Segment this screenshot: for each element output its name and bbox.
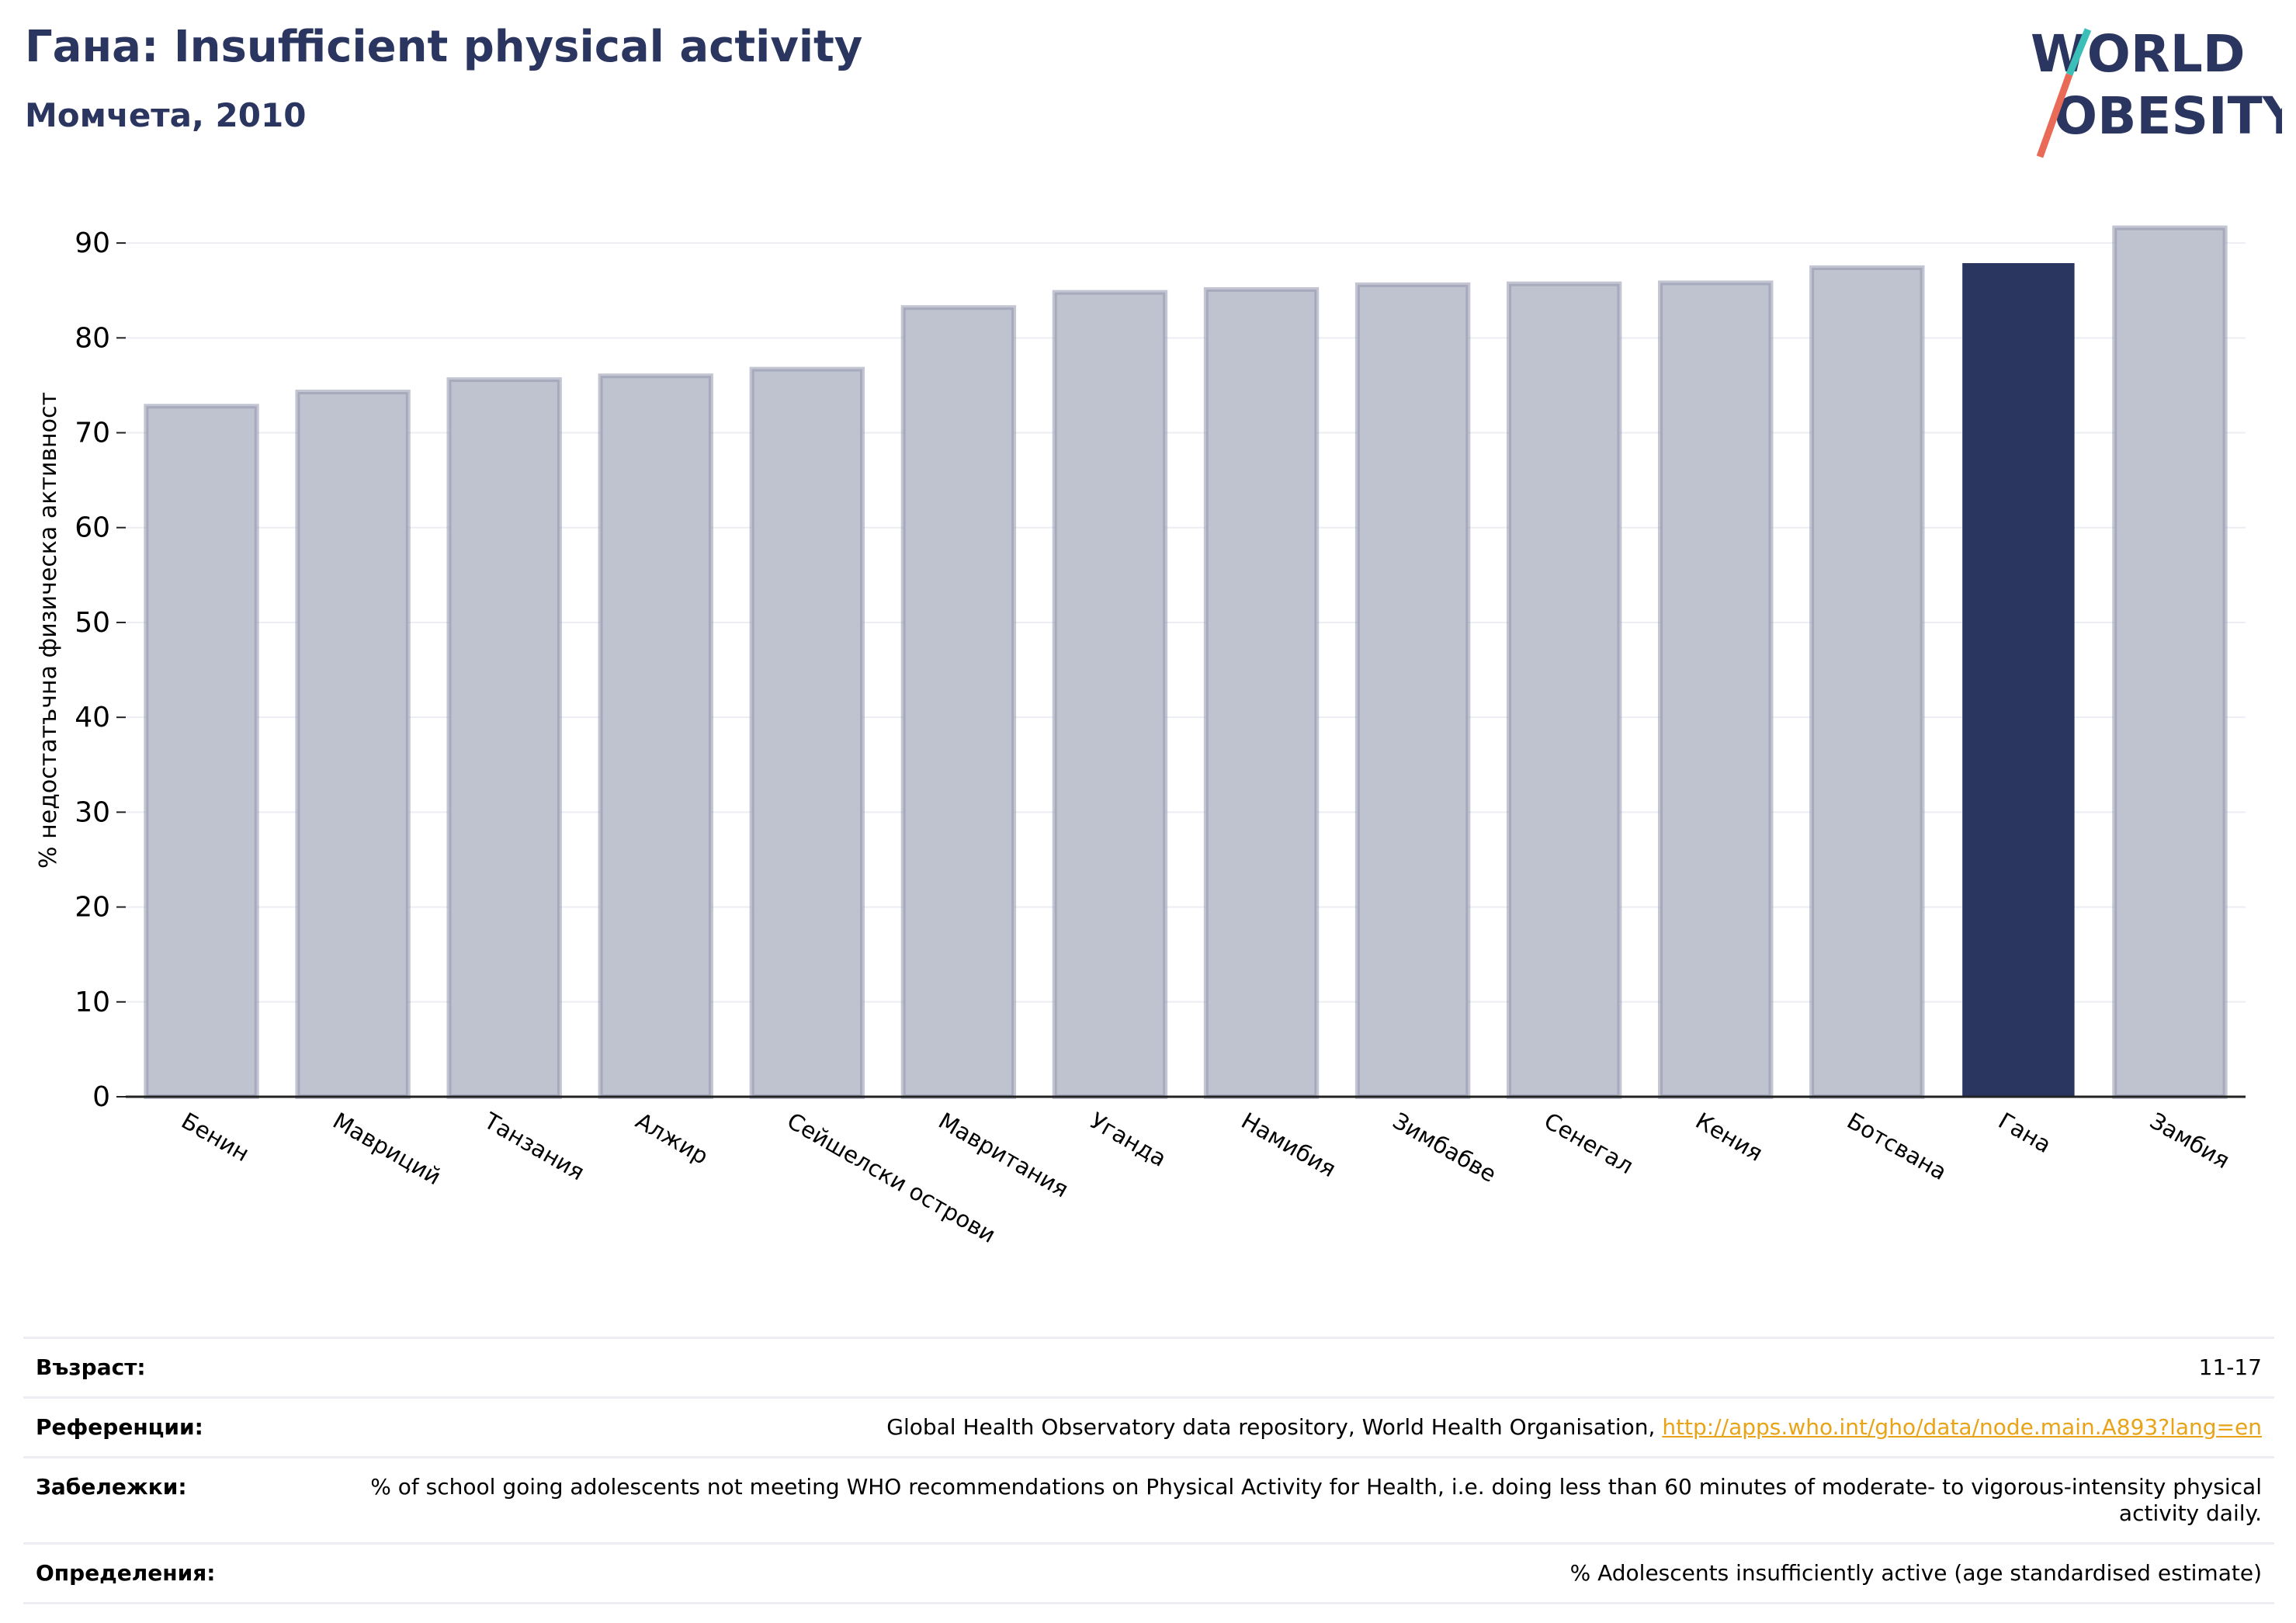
bar bbox=[1809, 265, 1925, 1099]
bar bbox=[2112, 225, 2228, 1099]
x-tick-label: Зимбабве bbox=[1389, 1108, 1501, 1188]
y-axis-label: % недостатъчна физическа активност bbox=[35, 392, 62, 869]
bar bbox=[1506, 281, 1622, 1100]
bar bbox=[900, 305, 1017, 1099]
footer-row-notes: Забележки: % of school going adolescents… bbox=[23, 1456, 2274, 1542]
y-tick-labels: 0 10 20 30 40 50 60 70 80 90 bbox=[75, 227, 110, 1113]
references-label: Референции: bbox=[36, 1414, 203, 1440]
age-value: 11-17 bbox=[2198, 1354, 2262, 1380]
x-tick-labels: Бенин Мавриций Танзания Алжир Сейшелски остр… bbox=[177, 1107, 2234, 1248]
x-tick-label: Алжир bbox=[631, 1108, 713, 1170]
bar bbox=[1658, 280, 1774, 1099]
x-tick-label: Мавритания bbox=[934, 1108, 1073, 1203]
y-tick-label: 30 bbox=[75, 796, 110, 828]
y-tick-label: 50 bbox=[75, 607, 110, 639]
y-tick-label: 70 bbox=[75, 418, 110, 449]
definitions-value: % Adolescents insufficiently active (age… bbox=[1569, 1560, 2262, 1586]
notes-label: Забележки: bbox=[36, 1474, 187, 1500]
references-link[interactable]: http://apps.who.int/gho/data/node.main.A… bbox=[1662, 1414, 2262, 1440]
logo-line2: OBESITY bbox=[2054, 86, 2282, 146]
definitions-label: Определения: bbox=[36, 1560, 216, 1586]
bar bbox=[598, 373, 713, 1099]
footer-row-references: Референции: Global Health Observatory da… bbox=[23, 1396, 2274, 1456]
footer-row-definitions: Определения: % Adolescents insufficientl… bbox=[23, 1542, 2274, 1604]
y-tick-label: 90 bbox=[75, 227, 110, 259]
y-tick-label: 0 bbox=[92, 1081, 110, 1113]
metadata-table: Възраст: 11-17 Референции: Global Health… bbox=[23, 1337, 2274, 1604]
x-tick-label: Уганда bbox=[1085, 1108, 1171, 1172]
grid-lines bbox=[116, 242, 2246, 1098]
x-tick-label: Замбия bbox=[2145, 1108, 2234, 1174]
y-tick-label: 60 bbox=[75, 512, 110, 544]
x-tick-label: Сенегал bbox=[1540, 1108, 1638, 1180]
x-tick-label: Намибия bbox=[1237, 1108, 1340, 1183]
references-value: Global Health Observatory data repositor… bbox=[886, 1414, 2262, 1441]
bar-chart: 0 10 20 30 40 50 60 70 80 90 Бенин Мавриций Танзани… bbox=[35, 225, 2246, 1248]
x-tick-label: Бенин bbox=[177, 1108, 254, 1167]
x-tick-label: Ботсвана bbox=[1843, 1108, 1951, 1185]
bar bbox=[446, 377, 562, 1099]
notes-value: % of school going adolescents not meetin… bbox=[370, 1474, 2262, 1526]
footer-row-age: Възраст: 11-17 bbox=[23, 1337, 2274, 1396]
bar bbox=[1203, 286, 1320, 1100]
x-tick-label: Танзания bbox=[479, 1107, 589, 1185]
bar bbox=[144, 404, 259, 1099]
y-tick-label: 10 bbox=[75, 987, 110, 1018]
world-obesity-logo: WORLD OBESITY bbox=[2031, 24, 2282, 158]
bar bbox=[295, 389, 411, 1100]
y-tick-label: 20 bbox=[75, 892, 110, 924]
x-tick-label: Мавриций bbox=[328, 1108, 446, 1191]
references-text: Global Health Observatory data repositor… bbox=[886, 1414, 1663, 1440]
page-title: Гана: Insufficient physical activity bbox=[25, 22, 863, 72]
x-tick-label: Кения bbox=[1691, 1108, 1767, 1167]
age-label: Възраст: bbox=[36, 1354, 146, 1380]
bar bbox=[749, 366, 865, 1099]
bar bbox=[1354, 282, 1471, 1099]
page-subtitle: Момчета, 2010 bbox=[25, 96, 307, 134]
bars bbox=[144, 225, 2228, 1100]
bar bbox=[1962, 262, 2075, 1098]
bar bbox=[1052, 290, 1168, 1099]
y-tick-label: 80 bbox=[75, 322, 110, 354]
x-tick-label: Гана bbox=[1994, 1108, 2056, 1159]
y-tick-label: 40 bbox=[75, 702, 110, 733]
